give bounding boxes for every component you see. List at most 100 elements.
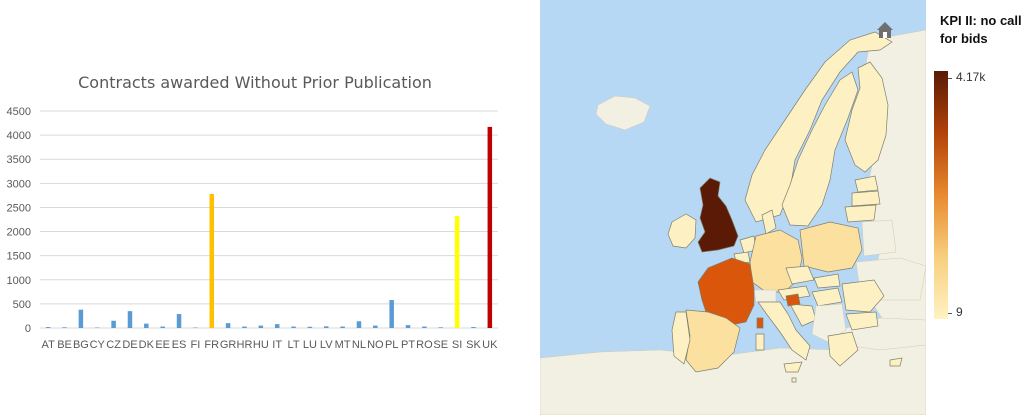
country-belarus (861, 219, 897, 257)
x-tick-label: SE (433, 339, 448, 351)
country-switzerland (753, 289, 777, 303)
bar-SE (438, 327, 443, 328)
bar-LU (307, 326, 313, 328)
legend-max-label: 4.17k (956, 70, 986, 84)
x-tick-label: HR (237, 339, 253, 351)
europe-map[interactable] (540, 0, 926, 415)
x-tick-label: LV (320, 339, 333, 351)
x-tick-label: MT (335, 339, 351, 351)
bar-chart: 0 500 1000 1500 2000 2500 3000 3500 4000 4500 AT BE… (7, 106, 499, 351)
x-tick-label: CY (90, 339, 106, 351)
country-bulgaria[interactable] (845, 311, 879, 331)
x-tick-label: FR (204, 339, 219, 351)
y-tick-label: 1500 (7, 251, 31, 263)
x-tick-label: NL (352, 339, 366, 351)
country-slovenia[interactable] (785, 293, 801, 307)
legend-min-label: 9 (956, 305, 963, 319)
country-france[interactable] (697, 257, 755, 327)
country-italy[interactable] (757, 301, 811, 361)
country-portugal[interactable] (671, 311, 691, 365)
y-tick-label: 4000 (7, 130, 31, 142)
legend-title: KPI II: no call for bids (940, 13, 1022, 46)
bar-LV (324, 326, 329, 328)
country-greece[interactable] (827, 331, 859, 367)
bar-GR (225, 323, 231, 328)
x-tick-label: DK (139, 339, 155, 351)
y-tick-label: 3000 (7, 178, 31, 190)
bar-BG (78, 309, 84, 328)
country-hungary[interactable] (811, 287, 843, 307)
bar-SK (471, 327, 476, 328)
legend-tick-max (948, 78, 952, 79)
country-italy-sicily[interactable] (783, 361, 803, 373)
bar-ES (176, 314, 182, 328)
x-tick-label: AT (42, 339, 56, 351)
x-tick-label: IT (272, 339, 282, 351)
country-romania[interactable] (841, 279, 885, 313)
bar-PT (405, 325, 411, 328)
x-tick-label: BG (73, 339, 89, 351)
x-tick-label: FI (191, 339, 201, 351)
bar-NL (356, 321, 362, 328)
country-slovakia[interactable] (813, 273, 841, 289)
x-tick-label: SK (466, 339, 481, 351)
country-denmark[interactable] (761, 209, 777, 235)
map-svg (540, 29, 926, 415)
y-tick-label: 2500 (7, 202, 31, 214)
x-tick-label: HU (253, 339, 269, 351)
country-sweden[interactable] (781, 71, 859, 227)
country-croatia[interactable] (789, 303, 817, 327)
bar-HR (242, 326, 247, 328)
bar-HU (258, 325, 264, 328)
x-tick-label: RO (416, 339, 433, 351)
x-tick-label: ES (172, 339, 187, 351)
x-tick-label: CZ (106, 339, 121, 351)
country-estonia[interactable] (854, 175, 879, 193)
bar-AT (45, 327, 51, 328)
chart-title: Contracts awarded Without Prior Publicat… (78, 73, 432, 92)
country-malta[interactable] (791, 377, 797, 383)
country-finland[interactable] (844, 61, 889, 173)
country-france-corsica[interactable] (756, 317, 764, 329)
legend-color-scale (934, 71, 948, 319)
bar-EE (160, 326, 165, 328)
country-ireland[interactable] (667, 213, 697, 249)
x-tick-label: GR (220, 339, 237, 351)
country-lithuania[interactable] (844, 204, 877, 223)
bar-MT (340, 326, 345, 328)
bar-UK (487, 126, 493, 328)
legend-tick-min (948, 313, 952, 314)
home-icon[interactable] (874, 19, 896, 41)
x-tick-label: NO (367, 339, 384, 351)
bar-FR (209, 193, 214, 328)
bar-chart-panel: Contracts awarded Without Prior Publicat… (7, 73, 499, 351)
y-tick-label: 0 (25, 323, 31, 335)
country-cyprus[interactable] (889, 357, 903, 367)
x-tick-label: BE (57, 339, 72, 351)
country-norway[interactable] (744, 31, 893, 223)
bar-CZ (111, 320, 116, 328)
bar-RO (422, 326, 427, 328)
country-czechia[interactable] (785, 265, 815, 285)
x-tick-label: UK (482, 339, 498, 351)
x-tick-label: LT (288, 339, 300, 351)
y-tick-label: 500 (13, 299, 31, 311)
y-tick-label: 1000 (7, 275, 31, 287)
country-italy-sardinia[interactable] (755, 333, 765, 351)
y-tick-label: 2000 (7, 227, 31, 239)
x-tick-label: SI (452, 339, 462, 351)
country-latvia[interactable] (851, 190, 881, 207)
x-tick-label: LU (303, 339, 317, 351)
bar-SI (454, 216, 460, 328)
country-iceland (595, 95, 651, 131)
x-tick-label: PL (385, 339, 398, 351)
map-legend: KPI II: no call for bids 4.17k 9 (928, 0, 1029, 415)
x-tick-label: DE (122, 339, 137, 351)
bar-BE (62, 327, 67, 328)
country-uk[interactable] (697, 177, 739, 253)
x-tick-label: EE (155, 339, 170, 351)
country-poland[interactable] (799, 221, 863, 273)
bar-PL (389, 300, 394, 328)
bar-DE (127, 311, 133, 328)
y-tick-label: 3500 (7, 154, 31, 166)
